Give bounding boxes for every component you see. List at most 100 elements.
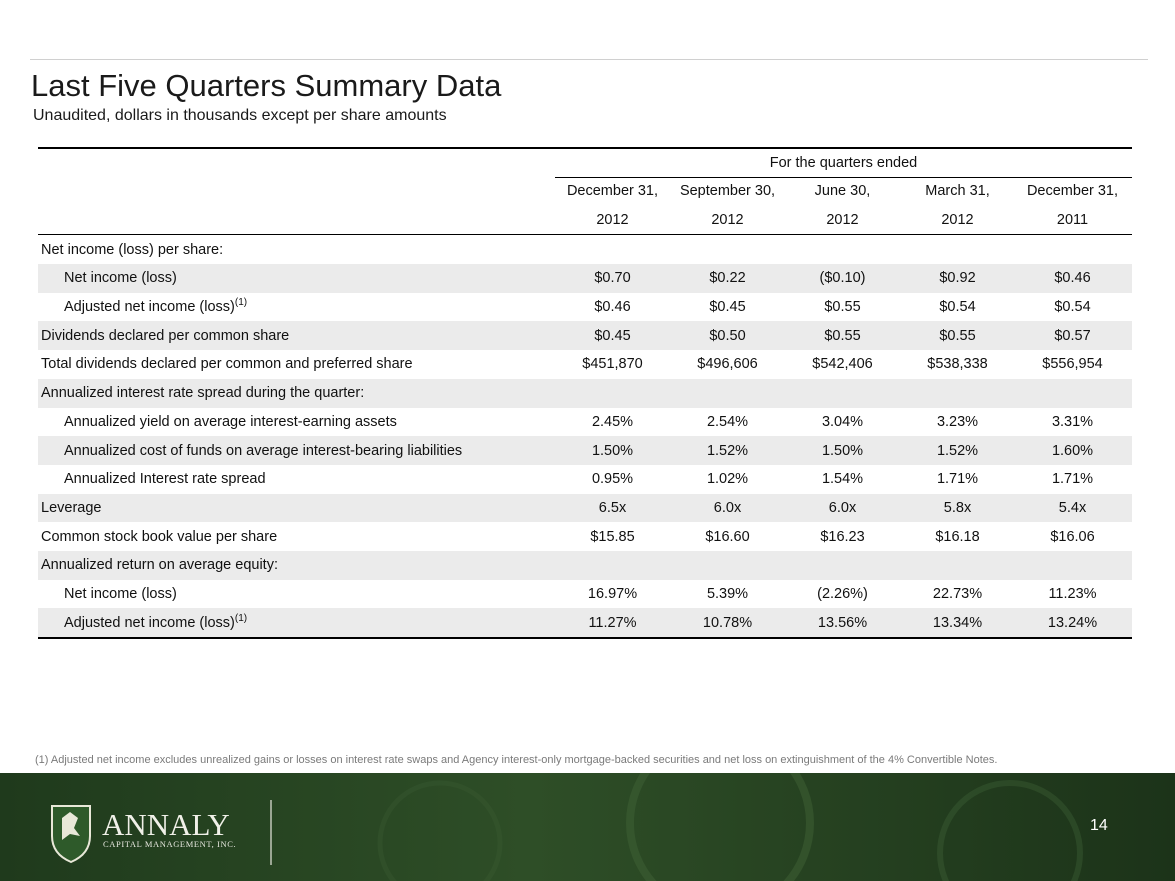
cell: ($0.10) xyxy=(819,270,866,287)
row-label-text: Leverage xyxy=(41,499,102,516)
table-row: Leverage 6.5x 6.0x 6.0x 5.8x 5.4x xyxy=(38,493,1132,523)
logo-tagline: CAPITAL MANAGEMENT, INC. xyxy=(103,839,236,849)
cell: 13.24% xyxy=(1047,614,1098,631)
cell: 10.78% xyxy=(702,614,753,631)
cell: 3.23% xyxy=(936,413,979,430)
row-label: Dividends declared per common share xyxy=(38,328,555,344)
table-row: Adjusted net income (loss)(1) $0.46 $0.45 $… xyxy=(38,293,1132,322)
logo-name: ANNALY xyxy=(102,807,230,842)
cell: 5.4x xyxy=(1058,499,1087,516)
row-label-text: Dividends declared per common share xyxy=(41,327,290,344)
top-rule xyxy=(30,59,1148,60)
table-row: Dividends declared per common share $0.45… xyxy=(38,321,1132,351)
header-row: 2012 2012 2012 2012 2011 xyxy=(38,206,1132,235)
column-header: December 31, xyxy=(1026,183,1119,200)
row-label-text: Net income (loss) per share: xyxy=(41,241,224,258)
cell: $16.18 xyxy=(935,528,980,545)
row-label-text: Annualized Interest rate spread xyxy=(64,471,266,488)
table-row: Annualized cost of funds on average inte… xyxy=(38,436,1132,465)
row-label-text: Net income (loss) xyxy=(64,270,177,287)
row-label: Annualized interest rate spread during t… xyxy=(38,385,555,401)
cell: $0.22 xyxy=(709,270,746,287)
cell: 0.95% xyxy=(591,471,634,488)
cell: 1.52% xyxy=(936,442,979,459)
cell: $0.54 xyxy=(1054,299,1091,316)
cell: $0.54 xyxy=(939,299,976,316)
row-label-text: Total dividends declared per common and … xyxy=(41,356,413,373)
cell: 22.73% xyxy=(932,585,983,602)
footnote-ref: (1) xyxy=(234,612,248,624)
cell: 1.50% xyxy=(591,442,634,459)
cell: $16.60 xyxy=(705,528,750,545)
cell: 2.45% xyxy=(591,413,634,430)
table-row: Annualized return on average equity: xyxy=(38,550,1132,580)
row-label: Annualized cost of funds on average inte… xyxy=(38,443,555,459)
cell: 3.31% xyxy=(1051,413,1094,430)
cell: $0.50 xyxy=(709,327,746,344)
footnote: (1) Adjusted net income excludes unreali… xyxy=(35,754,998,766)
row-label-text: Common stock book value per share xyxy=(41,528,278,545)
cell: 1.02% xyxy=(706,471,749,488)
cell: $0.92 xyxy=(939,270,976,287)
cell: 6.0x xyxy=(828,499,857,516)
row-label-text: Adjusted net income (loss) xyxy=(64,614,235,631)
title: Last Five Quarters Summary Data xyxy=(31,68,502,103)
table-row: Common stock book value per share $15.85 $… xyxy=(38,522,1132,551)
row-label-text: Adjusted net income (loss) xyxy=(64,299,235,316)
cell: $0.45 xyxy=(709,299,746,316)
cell: 1.54% xyxy=(821,471,864,488)
row-label: Annualized yield on average interest-ear… xyxy=(38,414,555,430)
table-row: Annualized interest rate spread during t… xyxy=(38,378,1132,408)
row-label: Common stock book value per share xyxy=(38,529,555,545)
row-label-text: Annualized cost of funds on average inte… xyxy=(64,442,463,459)
cell: $538,338 xyxy=(927,356,988,373)
cell: 5.8x xyxy=(943,499,972,516)
footer-band: ANNALY CAPITAL MANAGEMENT, INC. xyxy=(0,773,1175,881)
summary-table: For the quarters ended December 31, Septe… xyxy=(38,147,1132,639)
column-header: 2012 xyxy=(711,212,744,229)
cell: $0.70 xyxy=(594,270,631,287)
cell: 13.34% xyxy=(932,614,983,631)
column-header: December 31, xyxy=(566,183,659,200)
cell: 1.71% xyxy=(936,471,979,488)
column-header: 2012 xyxy=(596,212,629,229)
cell: $0.57 xyxy=(1054,327,1091,344)
cell: $0.46 xyxy=(594,299,631,316)
subtitle: Unaudited, dollars in thousands except p… xyxy=(33,107,447,124)
table-row: Total dividends declared per common and … xyxy=(38,350,1132,379)
cell: $0.55 xyxy=(939,327,976,344)
table-row: Annualized yield on average interest-ear… xyxy=(38,408,1132,437)
table-row: Net income (loss) per share: xyxy=(38,235,1132,264)
cell: $451,870 xyxy=(582,356,643,373)
cell: 1.71% xyxy=(1051,471,1094,488)
cell: $16.06 xyxy=(1050,528,1095,545)
cell: 11.27% xyxy=(588,614,637,631)
row-label-text: Annualized yield on average interest-ear… xyxy=(64,413,397,430)
cell: 1.50% xyxy=(821,442,864,459)
cell: 5.39% xyxy=(706,585,749,602)
page-number: 14 xyxy=(1090,817,1108,834)
cell: $16.23 xyxy=(820,528,865,545)
row-label: Adjusted net income (loss)(1) xyxy=(38,612,555,631)
footnote-ref: (1) xyxy=(234,297,248,309)
column-header: March 31, xyxy=(925,183,990,200)
row-label: Annualized return on average equity: xyxy=(38,557,555,573)
cell: $496,606 xyxy=(697,356,758,373)
column-header: September 30, xyxy=(679,183,776,200)
row-label: Leverage xyxy=(38,500,555,516)
row-label: Net income (loss) per share: xyxy=(38,242,555,258)
table-row: Annualized Interest rate spread 0.95% 1.02… xyxy=(38,465,1132,494)
column-header: 2012 xyxy=(941,212,974,229)
cell: $15.85 xyxy=(590,528,635,545)
row-label-text: Annualized interest rate spread during t… xyxy=(41,385,365,402)
cell: $542,406 xyxy=(812,356,873,373)
table-body: Net income (loss) per share: Net income (… xyxy=(38,235,1132,637)
column-header: 2012 xyxy=(826,212,859,229)
cell: (2.26%) xyxy=(817,585,868,602)
cell: $0.55 xyxy=(824,327,861,344)
row-label: Net income (loss) xyxy=(38,586,555,602)
column-headers: December 31, September 30, June 30, March 3… xyxy=(38,177,1132,236)
cell: 6.0x xyxy=(713,499,742,516)
column-header: June 30, xyxy=(814,183,871,200)
